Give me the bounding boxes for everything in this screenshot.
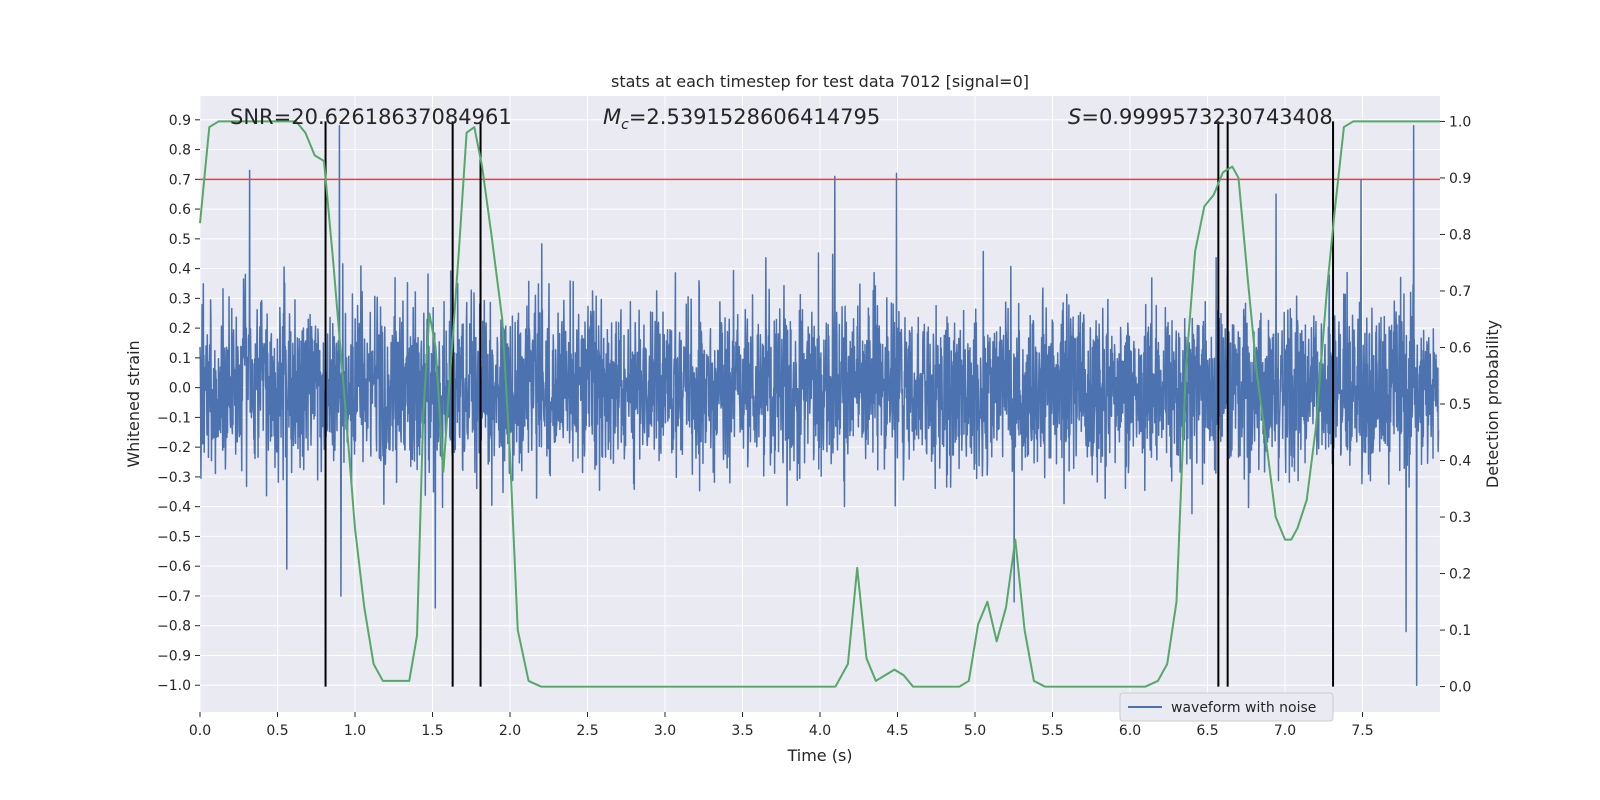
x-tick-label: 3.5 xyxy=(731,723,753,739)
x-tick-label: 6.0 xyxy=(1119,723,1141,739)
x-tick-label: 1.5 xyxy=(421,723,443,739)
legend-box xyxy=(1119,692,1334,722)
y-tick-label: 0.5 xyxy=(169,232,191,248)
y-tick-label: 0.3 xyxy=(169,291,191,307)
x-tick-label: 4.5 xyxy=(886,723,908,739)
y-right-tick-label: 0.5 xyxy=(1449,397,1471,413)
y-tick-label: 0.6 xyxy=(169,202,191,218)
mc-value: =2.5391528606414795 xyxy=(629,105,880,129)
y-tick-label: 0.4 xyxy=(169,262,191,278)
snr-annotation: SNR=20.62618637084961 xyxy=(230,105,512,129)
x-tick-label: 0.0 xyxy=(189,723,211,739)
mc-subscript: c xyxy=(621,117,629,133)
chart-title: stats at each timestep for test data 701… xyxy=(611,72,1029,91)
y-right-tick-label: 0.2 xyxy=(1449,567,1471,583)
y-axis-label: Whitened strain xyxy=(124,340,143,467)
x-tick-label: 2.0 xyxy=(499,723,521,739)
s-value: =0.9999573230743408 xyxy=(1081,105,1332,129)
x-tick-label: 0.5 xyxy=(266,723,288,739)
y-right-tick-label: 0.9 xyxy=(1449,171,1471,187)
y-tick-label: −0.4 xyxy=(157,500,191,516)
y-tick-label: 0.8 xyxy=(169,143,191,159)
chirp-mass-annotation: Mc=2.5391528606414795 xyxy=(603,105,880,133)
y-tick-label: 0.9 xyxy=(169,113,191,129)
legend-label: waveform with noise xyxy=(1171,700,1316,716)
ticks: 0.0 0.5 1.0 1.5 2.0 2.5 3.0 3.5 4.0 4.5 5.0 5.5 6.0 6… xyxy=(157,113,1471,739)
x-tick-label: 1.0 xyxy=(344,723,366,739)
y-right-tick-label: 1.0 xyxy=(1449,114,1471,130)
y-tick-label: −0.8 xyxy=(157,619,191,635)
y-tick-label: −0.5 xyxy=(157,529,191,545)
y-right-tick-label: 0.1 xyxy=(1449,623,1471,639)
x-tick-label: 5.5 xyxy=(1041,723,1063,739)
strain-series xyxy=(199,125,1440,686)
y-tick-label: −0.7 xyxy=(157,589,191,605)
y-tick-label: −0.3 xyxy=(157,470,191,486)
y-tick-label: 0.2 xyxy=(169,321,191,337)
y-axis-label-right: Detection probability xyxy=(1483,320,1502,488)
x-tick-label: 6.5 xyxy=(1196,723,1218,739)
x-tick-label: 2.5 xyxy=(576,723,598,739)
y-tick-label: −0.2 xyxy=(157,440,191,456)
y-tick-label: −0.1 xyxy=(157,410,191,426)
y-right-tick-label: 0.6 xyxy=(1449,340,1471,356)
y-tick-label: 0.1 xyxy=(169,351,191,367)
mc-symbol: M xyxy=(603,105,621,129)
y-right-tick-label: 0.7 xyxy=(1449,284,1471,300)
y-tick-label: −0.9 xyxy=(157,648,191,664)
x-tick-label: 4.0 xyxy=(809,723,831,739)
x-tick-label: 5.0 xyxy=(964,723,986,739)
x-tick-label: 7.5 xyxy=(1351,723,1373,739)
legend: waveform with noise xyxy=(1119,692,1334,722)
y-right-tick-label: 0.3 xyxy=(1449,510,1471,526)
y-tick-label: −1.0 xyxy=(157,678,191,694)
y-tick-label: 0.0 xyxy=(169,381,191,397)
y-tick-label: 0.7 xyxy=(169,172,191,188)
y-tick-label: −0.6 xyxy=(157,559,191,575)
probability-line xyxy=(199,120,1440,688)
strain-line xyxy=(199,125,1440,686)
x-tick-label: 7.0 xyxy=(1274,723,1296,739)
s-symbol: S xyxy=(1068,105,1081,129)
y-right-tick-label: 0.8 xyxy=(1449,227,1471,243)
y-right-tick-label: 0.4 xyxy=(1449,454,1471,470)
score-annotation: S=0.9999573230743408 xyxy=(1068,105,1333,129)
x-tick-label: 3.0 xyxy=(654,723,676,739)
y-right-tick-label: 0.0 xyxy=(1449,680,1471,696)
x-axis-label: Time (s) xyxy=(786,746,852,765)
overlay xyxy=(199,120,1440,688)
